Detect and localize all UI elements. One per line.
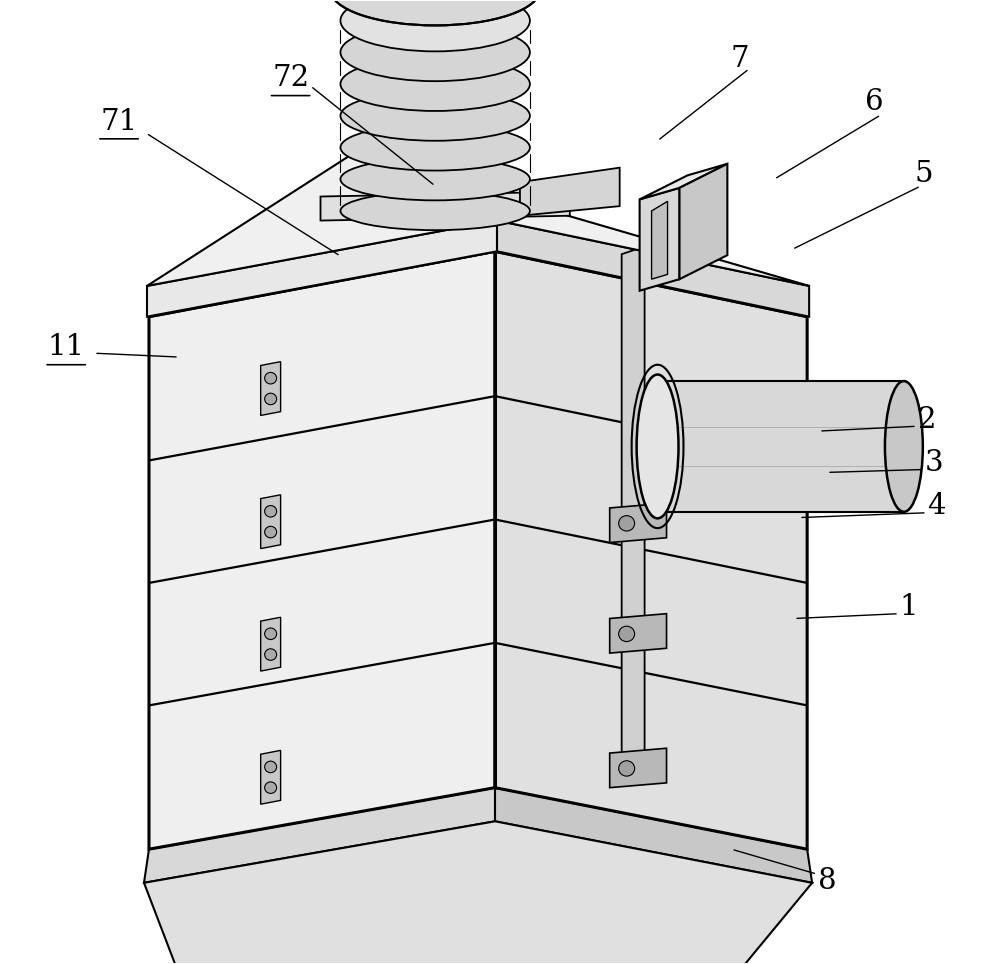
- Ellipse shape: [340, 91, 530, 141]
- Text: 5: 5: [915, 160, 933, 188]
- Polygon shape: [261, 495, 281, 549]
- Polygon shape: [147, 153, 809, 286]
- Ellipse shape: [340, 158, 530, 201]
- Text: 71: 71: [100, 108, 138, 136]
- Text: 4: 4: [928, 492, 946, 520]
- Polygon shape: [149, 184, 807, 316]
- Circle shape: [265, 628, 277, 639]
- Polygon shape: [261, 617, 281, 671]
- Ellipse shape: [340, 192, 530, 230]
- Polygon shape: [640, 188, 680, 291]
- Circle shape: [265, 762, 277, 773]
- Polygon shape: [497, 221, 809, 316]
- Text: 2: 2: [918, 406, 936, 434]
- Polygon shape: [610, 503, 667, 543]
- Text: 1: 1: [900, 593, 918, 621]
- Polygon shape: [320, 192, 570, 221]
- Ellipse shape: [340, 57, 530, 111]
- Ellipse shape: [340, 124, 530, 171]
- Polygon shape: [261, 362, 281, 415]
- Ellipse shape: [637, 375, 679, 519]
- Circle shape: [265, 782, 277, 793]
- Text: 8: 8: [818, 867, 836, 895]
- Polygon shape: [610, 614, 667, 653]
- Ellipse shape: [330, 0, 540, 25]
- Polygon shape: [680, 164, 727, 280]
- Circle shape: [265, 393, 277, 405]
- Circle shape: [619, 761, 635, 776]
- Circle shape: [265, 649, 277, 660]
- Polygon shape: [652, 201, 668, 280]
- Circle shape: [265, 372, 277, 384]
- Ellipse shape: [340, 23, 530, 81]
- Polygon shape: [658, 381, 904, 512]
- Polygon shape: [610, 748, 667, 788]
- Text: 7: 7: [730, 45, 749, 73]
- Circle shape: [619, 516, 635, 531]
- Polygon shape: [640, 164, 727, 200]
- Polygon shape: [261, 750, 281, 804]
- Text: 11: 11: [48, 334, 85, 362]
- Circle shape: [265, 526, 277, 538]
- Polygon shape: [622, 247, 645, 783]
- Polygon shape: [149, 252, 495, 849]
- Text: 6: 6: [865, 89, 883, 117]
- Polygon shape: [495, 788, 812, 883]
- Polygon shape: [495, 252, 807, 849]
- Text: 72: 72: [272, 65, 309, 93]
- Text: 3: 3: [924, 449, 943, 477]
- Polygon shape: [147, 221, 497, 316]
- Circle shape: [265, 505, 277, 517]
- Polygon shape: [520, 168, 620, 216]
- Circle shape: [619, 627, 635, 642]
- Polygon shape: [144, 821, 812, 964]
- Ellipse shape: [340, 0, 530, 51]
- Ellipse shape: [885, 381, 923, 512]
- Polygon shape: [144, 788, 495, 883]
